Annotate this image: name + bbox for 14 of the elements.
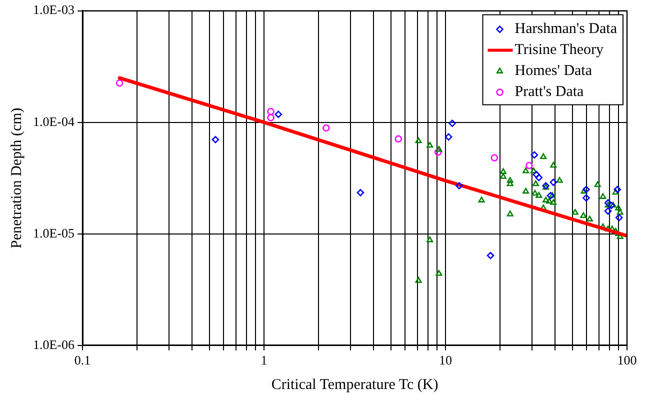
x-tick-label: 10 [439, 352, 452, 368]
y-tick-label: 1.0E-04 [32, 114, 76, 129]
legend-label: Pratt's Data [514, 84, 584, 100]
x-tick-label: 0.1 [74, 352, 91, 368]
y-axis-title: Penetration Depth (cm) [8, 108, 25, 248]
y-tick-label: 1.0E-06 [32, 336, 76, 352]
y-tick-label: 1.0E-05 [32, 225, 75, 240]
x-tick-label: 1 [260, 352, 268, 368]
legend-label: Harshman's Data [514, 21, 618, 38]
y-tick-label: 1.0E-03 [32, 2, 75, 18]
x-axis-title: Critical Temperature Tc (K) [271, 376, 438, 393]
legend-label: Trisine Theory [514, 42, 604, 58]
x-tick-label: 100 [617, 352, 637, 368]
legend-label: Homes' Data [514, 63, 592, 80]
